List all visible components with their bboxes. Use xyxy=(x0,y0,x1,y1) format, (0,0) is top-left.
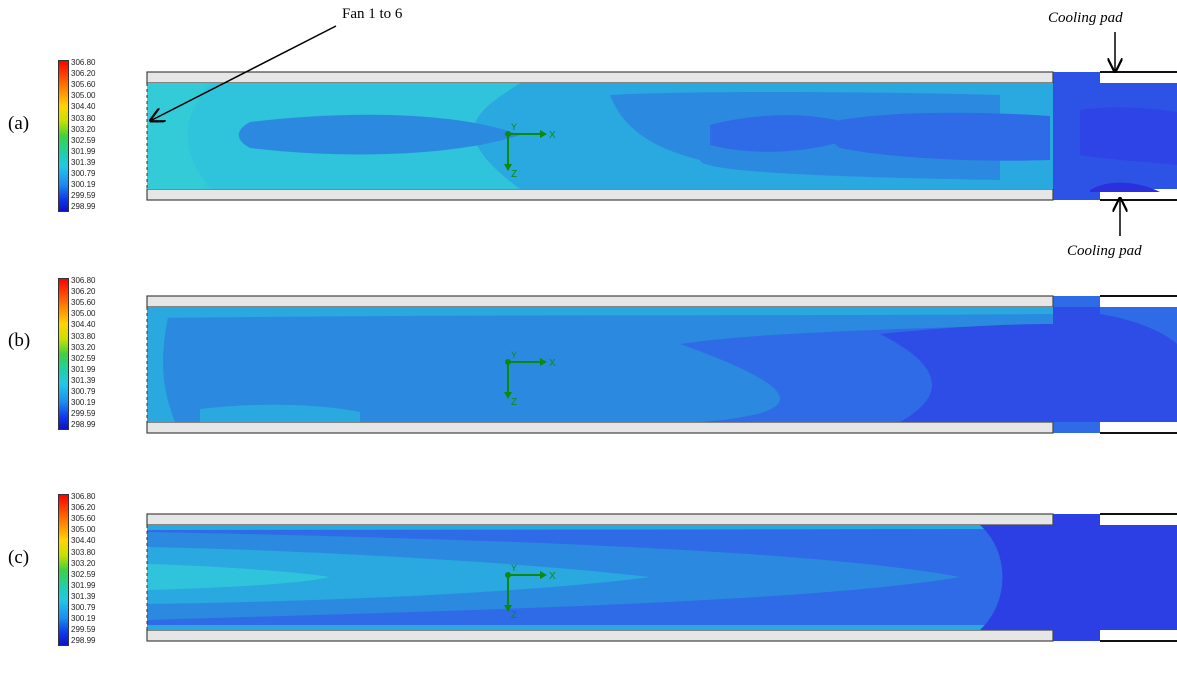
axis-y-label: Y xyxy=(511,122,517,132)
panel-label: (a) xyxy=(8,113,30,134)
legend-value: 300.79 xyxy=(71,603,96,612)
legend-value: 305.60 xyxy=(71,514,96,524)
legend-value: 305.00 xyxy=(71,309,96,319)
legend-value: 300.79 xyxy=(71,169,96,178)
legend-value: 306.20 xyxy=(71,69,96,79)
fan-annotation: Fan 1 to 6 xyxy=(342,6,403,22)
legend-value: 301.39 xyxy=(71,591,96,601)
legend-value: 305.00 xyxy=(71,91,96,101)
duct-contour-a: X Y Z xyxy=(146,71,1177,201)
legend-value: 300.19 xyxy=(71,614,96,624)
legend-value: 302.59 xyxy=(71,353,96,363)
legend-value: 302.59 xyxy=(71,135,96,145)
legend-colorbar xyxy=(58,278,69,430)
axis-triad: X Y Z xyxy=(504,563,556,621)
duct-contour-b: X Y Z xyxy=(146,295,1177,434)
axis-x-label: X xyxy=(549,358,556,369)
axis-z-label: Z xyxy=(511,397,517,408)
legend-value: 303.80 xyxy=(71,547,96,557)
top-wall xyxy=(146,71,1054,84)
legend-value: 301.99 xyxy=(71,364,96,374)
legend-value: 305.00 xyxy=(71,525,96,535)
legend-value: 303.20 xyxy=(71,124,96,134)
legend-value: 301.99 xyxy=(71,146,96,156)
legend-value: 300.79 xyxy=(71,387,96,396)
legend-colorbar xyxy=(58,60,69,212)
axis-x-label: X xyxy=(549,130,556,141)
axis-triad: X Y Z xyxy=(504,122,556,180)
panel-label: (b) xyxy=(8,330,31,351)
legend-value: 306.20 xyxy=(71,287,96,297)
legend-value: 298.99 xyxy=(71,420,96,430)
axis-x-label: X xyxy=(549,571,556,582)
legend-value: 301.99 xyxy=(71,580,96,590)
legend-value: 305.60 xyxy=(71,80,96,90)
legend-value: 304.40 xyxy=(71,320,96,330)
legend-value: 303.80 xyxy=(71,113,96,123)
legend-value: 306.80 xyxy=(71,492,96,501)
legend-value: 299.59 xyxy=(71,625,96,635)
axis-z-label: Z xyxy=(511,610,517,621)
axis-y-label: Y xyxy=(511,563,517,573)
legend-value: 301.39 xyxy=(71,157,96,167)
panel-label: (c) xyxy=(8,547,30,568)
legend-value: 300.19 xyxy=(71,180,96,190)
legend-value: 306.20 xyxy=(71,503,96,513)
axis-y-label: Y xyxy=(511,350,517,360)
cooling-pad-bottom-annotation: Cooling pad xyxy=(1067,243,1142,259)
axis-z-label: Z xyxy=(511,169,517,180)
legend-value: 302.59 xyxy=(71,569,96,579)
legend-value: 304.40 xyxy=(71,102,96,112)
legend-value: 299.59 xyxy=(71,409,96,419)
legend-value: 299.59 xyxy=(71,191,96,201)
panel-c: (c) 306.80 306.20 305.60 305.00 304.40 303.80… xyxy=(0,492,1177,692)
legend-value: 298.99 xyxy=(71,636,96,646)
legend-value: 303.80 xyxy=(71,331,96,341)
legend-value: 304.40 xyxy=(71,536,96,546)
cooling-pad-top-annotation: Cooling pad xyxy=(1048,10,1123,26)
legend-value: 306.80 xyxy=(71,276,96,285)
legend-colorbar xyxy=(58,494,69,646)
legend-value: 306.80 xyxy=(71,58,96,67)
legend-value: 300.19 xyxy=(71,398,96,408)
duct-contour-c: X Y Z xyxy=(146,513,1177,642)
legend-value: 303.20 xyxy=(71,558,96,568)
panel-a: (a) 306.80 306.20 305.60 305.00 304.40 303.80… xyxy=(0,50,1177,250)
legend-value: 303.20 xyxy=(71,342,96,352)
bottom-wall xyxy=(146,188,1054,201)
legend-value: 301.39 xyxy=(71,375,96,385)
panel-b: (b) 306.80 306.20 305.60 305.00 304.40 303.80… xyxy=(0,274,1177,474)
legend-value: 305.60 xyxy=(71,298,96,308)
axis-triad: X Y Z xyxy=(504,350,556,408)
legend-value: 298.99 xyxy=(71,202,96,212)
